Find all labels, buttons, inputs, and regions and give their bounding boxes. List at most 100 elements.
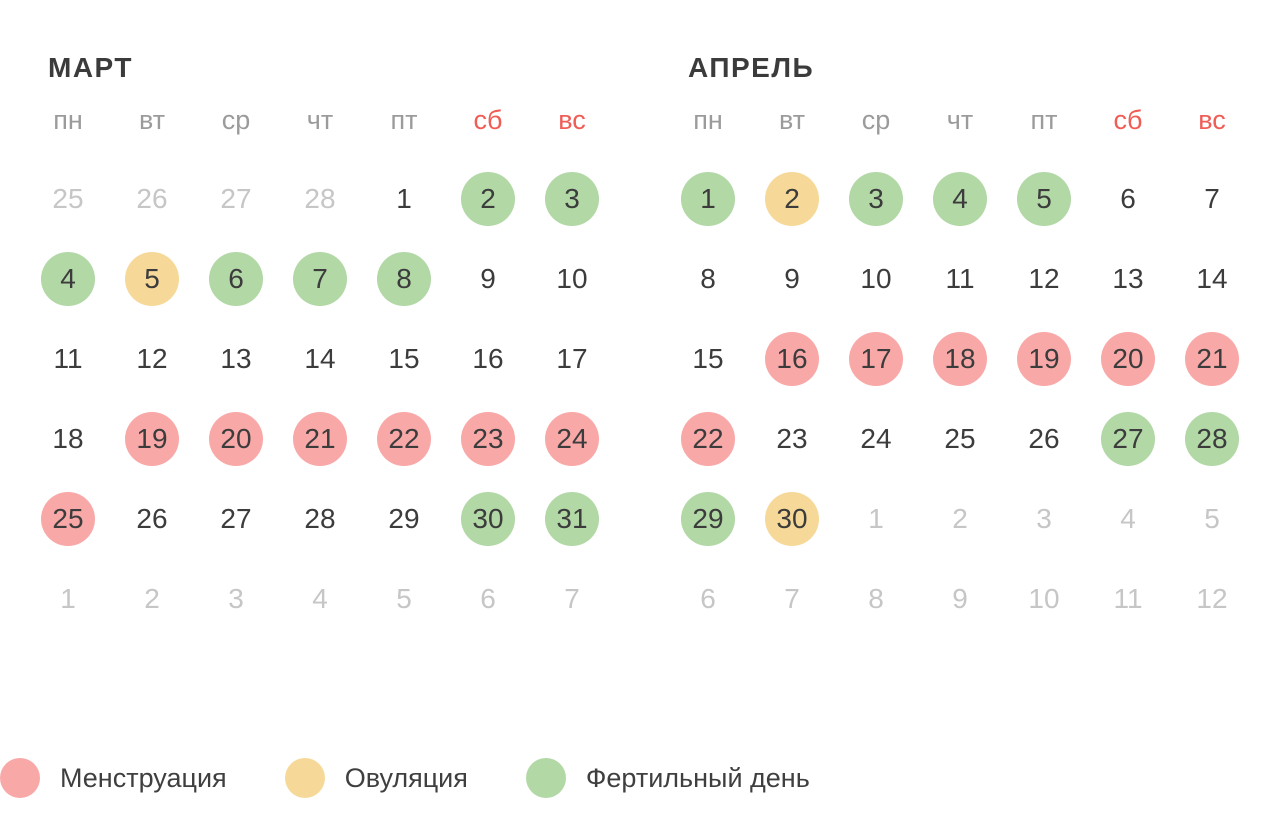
weekday-label-чт: чт [946, 105, 974, 135]
day-circle-fertile: 27 [1101, 412, 1155, 466]
day-number: 11 [945, 263, 975, 294]
day-cell: 2 [918, 479, 1002, 559]
day-cell: 1 [26, 559, 110, 639]
day-cell: 26 [110, 159, 194, 239]
day-cell: 29 [666, 479, 750, 559]
day-cell: 12 [1002, 239, 1086, 319]
day-cell: 29 [362, 479, 446, 559]
day-number: 13 [220, 343, 252, 374]
day-number: 27 [220, 183, 252, 214]
day-number: 2 [952, 503, 968, 534]
day-cell: 10 [530, 239, 614, 319]
day-cell: 25 [26, 159, 110, 239]
day-number: 27 [220, 503, 252, 534]
day-cell: 28 [1170, 399, 1254, 479]
day-cell: 4 [918, 159, 1002, 239]
day-number: 26 [136, 503, 168, 534]
day-cell: 10 [834, 239, 918, 319]
day-number: 1 [868, 503, 884, 534]
day-cell: 14 [1170, 239, 1254, 319]
day-cell: 9 [446, 239, 530, 319]
day-number: 29 [388, 503, 420, 534]
day-cell: 1 [666, 159, 750, 239]
day-cell: 22 [362, 399, 446, 479]
day-number: 5 [396, 583, 412, 614]
day-cell: 8 [834, 559, 918, 639]
day-cell: 23 [446, 399, 530, 479]
day-number: 6 [700, 583, 716, 614]
day-cell: 28 [278, 479, 362, 559]
day-cell: 3 [194, 559, 278, 639]
legend-label: Фертильный день [585, 763, 810, 793]
day-number: 3 [1036, 503, 1052, 534]
day-number: 1 [60, 583, 76, 614]
day-cell: 30 [750, 479, 834, 559]
day-cell: 27 [194, 479, 278, 559]
day-cell: 22 [666, 399, 750, 479]
day-circle-menstruation: 22 [377, 412, 431, 466]
day-cell: 18 [26, 399, 110, 479]
day-grid: 25 26 27 28 1 2 3 4 5 6 7 8 9 10 11 12 13 14 15 16 17 18 19 20 2… [26, 159, 614, 639]
day-cell: 27 [194, 159, 278, 239]
day-circle-fertile: 5 [1017, 172, 1071, 226]
calendars-row: МАРТ пн вт ср чт пт сб вс 25 26 27 28 1 2 3 4 5 6 7 8 9 10 1… [0, 54, 1280, 639]
day-circle-ovulation: 5 [125, 252, 179, 306]
day-number: 11 [1113, 583, 1143, 614]
day-number: 10 [556, 263, 588, 294]
day-grid: 1 2 3 4 5 6 7 8 9 10 11 12 13 14 15 16 17 18 19 20 21 22 23 24 2… [666, 159, 1254, 639]
day-number: 26 [136, 183, 168, 214]
day-cell: 5 [110, 239, 194, 319]
day-cell: 26 [1002, 399, 1086, 479]
day-cell: 3 [1002, 479, 1086, 559]
day-cell: 19 [110, 399, 194, 479]
day-circle-fertile: 29 [681, 492, 735, 546]
day-circle-menstruation: 16 [765, 332, 819, 386]
day-cell: 13 [194, 319, 278, 399]
legend-label: Менструация [60, 763, 227, 793]
day-circle-fertile: 30 [461, 492, 515, 546]
day-cell: 3 [530, 159, 614, 239]
day-number: 10 [860, 263, 892, 294]
weekday-label-пн: пн [693, 105, 723, 135]
weekday-label-пн: пн [53, 105, 83, 135]
weekday-label-пт: пт [1030, 105, 1058, 135]
day-cell: 21 [1170, 319, 1254, 399]
day-number: 5 [1204, 503, 1220, 534]
day-number: 25 [944, 423, 976, 454]
weekday-label-вс: вс [1198, 105, 1226, 135]
day-number: 25 [52, 183, 84, 214]
day-circle-fertile: 28 [1185, 412, 1239, 466]
day-circle-ovulation: 2 [765, 172, 819, 226]
day-circle-menstruation: 18 [933, 332, 987, 386]
day-cell: 12 [1170, 559, 1254, 639]
day-circle-fertile: 3 [849, 172, 903, 226]
day-cell: 8 [362, 239, 446, 319]
weekday-label-пт: пт [390, 105, 418, 135]
day-cell: 7 [750, 559, 834, 639]
day-circle-menstruation: 25 [41, 492, 95, 546]
day-number: 28 [304, 183, 336, 214]
day-cell: 24 [834, 399, 918, 479]
day-cell: 15 [666, 319, 750, 399]
day-circle-fertile: 7 [293, 252, 347, 306]
month-march: МАРТ пн вт ср чт пт сб вс 25 26 27 28 1 2 3 4 5 6 7 8 9 10 1… [26, 54, 614, 639]
day-circle-menstruation: 17 [849, 332, 903, 386]
day-cell: 17 [834, 319, 918, 399]
day-cell: 5 [362, 559, 446, 639]
weekday-header-row: пн вт ср чт пт сб вс [26, 106, 614, 134]
day-cell: 11 [918, 239, 1002, 319]
day-circle-ovulation: 30 [765, 492, 819, 546]
day-cell: 16 [750, 319, 834, 399]
day-cell: 8 [666, 239, 750, 319]
legend: Менструация Овуляция Фертильный день [0, 758, 1280, 798]
day-cell: 7 [530, 559, 614, 639]
day-cell: 28 [278, 159, 362, 239]
day-number: 2 [144, 583, 160, 614]
day-number: 26 [1028, 423, 1060, 454]
day-circle-menstruation: 19 [1017, 332, 1071, 386]
day-cell: 17 [530, 319, 614, 399]
day-circle-menstruation: 23 [461, 412, 515, 466]
day-number: 4 [312, 583, 328, 614]
weekday-label-вт: вт [138, 105, 166, 135]
day-number: 8 [700, 263, 716, 294]
